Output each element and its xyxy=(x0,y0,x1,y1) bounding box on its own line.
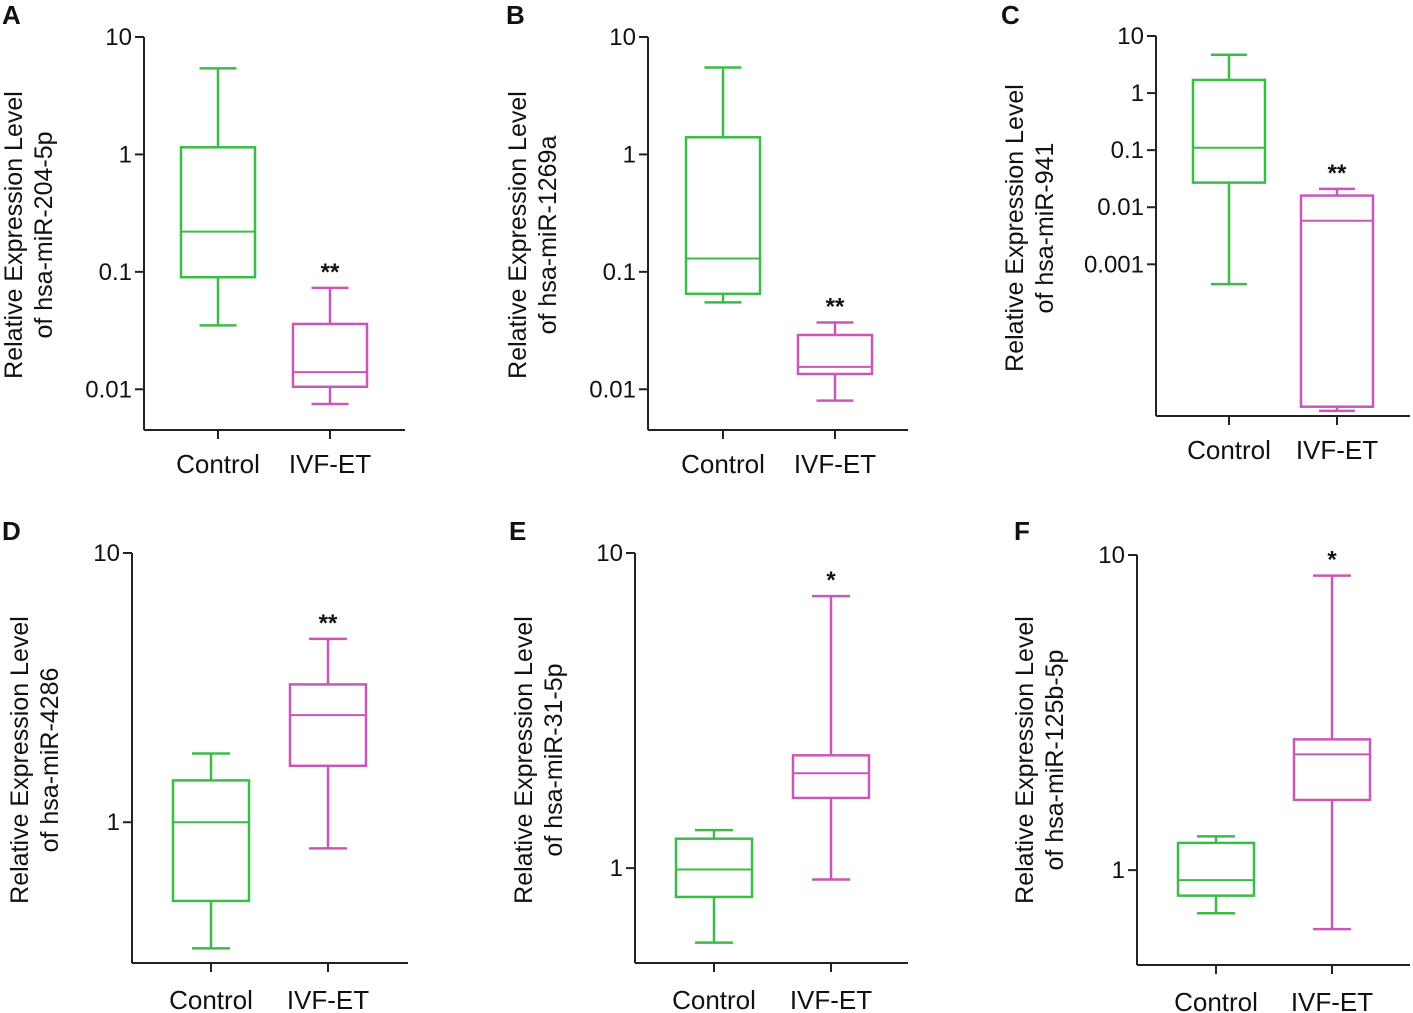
y-tick-label: 10 xyxy=(93,540,120,567)
panel-letter: E xyxy=(509,516,526,546)
y-axis-title-line1: Relative Expression Level xyxy=(1011,616,1039,904)
y-tick-label: 0.001 xyxy=(1084,251,1144,278)
x-category-label: IVF-ET xyxy=(1296,435,1378,465)
x-category-label: Control xyxy=(681,449,765,479)
iqr-box xyxy=(791,754,871,800)
iqr-box xyxy=(291,322,369,389)
box-ivf-et: * xyxy=(791,567,871,881)
panel-f: F Relative Expression Level of hsa-miR-125… xyxy=(1011,516,1410,1013)
y-axis-title: Relative Expression Level of hsa-miR-4286 xyxy=(6,616,64,904)
y-tick-label: 0.01 xyxy=(85,376,132,403)
iqr-box xyxy=(179,146,257,279)
y-tick-label: 1 xyxy=(119,141,132,168)
y-axis-title: Relative Expression Level of hsa-miR-125b… xyxy=(1011,616,1069,904)
iqr-box xyxy=(171,779,251,903)
y-tick-label: 1 xyxy=(107,809,120,836)
panel-letter: A xyxy=(2,0,21,30)
panel-letter: F xyxy=(1014,516,1030,546)
y-axis-title-line1: Relative Expression Level xyxy=(504,91,532,379)
x-category-label: IVF-ET xyxy=(287,985,369,1013)
y-tick-label: 10 xyxy=(609,24,636,51)
panel-b: B Relative Expression Level of hsa-miR-126… xyxy=(504,0,908,479)
y-axis-title: Relative Expression Level of hsa-miR-1269… xyxy=(504,91,562,379)
panel-a: A Relative Expression Level of hsa-miR-204… xyxy=(0,0,405,479)
x-category-label: IVF-ET xyxy=(794,449,876,479)
significance-marker: ** xyxy=(1328,160,1347,187)
iqr-box xyxy=(684,136,762,296)
y-tick-label: 1 xyxy=(610,855,623,882)
panel-letter: B xyxy=(506,0,525,30)
y-tick-label: 0.1 xyxy=(99,259,132,286)
y-tick-label: 10 xyxy=(1117,23,1144,50)
panel-c: C Relative Expression Level of hsa-miR-941… xyxy=(1001,0,1410,465)
y-axis-title-line2: of hsa-miR-31-5p xyxy=(540,663,568,856)
x-category-label: Control xyxy=(169,985,253,1013)
panel-d: D Relative Expression Level of hsa-miR-428… xyxy=(2,516,408,1013)
y-axis-title: Relative Expression Level of hsa-miR-204-… xyxy=(0,91,58,379)
iqr-box xyxy=(288,683,368,768)
box-ivf-et: * xyxy=(1292,547,1372,931)
significance-marker: ** xyxy=(826,294,845,321)
box-control xyxy=(1191,53,1267,286)
iqr-box xyxy=(1191,78,1267,184)
y-axis-title-line1: Relative Expression Level xyxy=(510,616,538,904)
x-category-label: IVF-ET xyxy=(289,449,371,479)
y-tick-label: 0.01 xyxy=(1097,194,1144,221)
iqr-box xyxy=(796,333,874,376)
x-category-label: Control xyxy=(672,985,756,1013)
y-tick-label: 1 xyxy=(623,141,636,168)
y-axis-title-line1: Relative Expression Level xyxy=(1001,84,1029,372)
box-ivf-et: ** xyxy=(288,610,368,850)
y-axis-title-line2: of hsa-miR-204-5p xyxy=(30,131,58,338)
significance-marker: * xyxy=(1327,547,1337,574)
x-category-label: IVF-ET xyxy=(790,985,872,1013)
x-category-label: Control xyxy=(1174,987,1258,1013)
y-axis-title-line2: of hsa-miR-1269a xyxy=(534,136,562,335)
y-tick-label: 0.1 xyxy=(1111,137,1144,164)
y-tick-label: 10 xyxy=(105,24,132,51)
box-ivf-et: ** xyxy=(291,259,369,406)
box-control xyxy=(684,66,762,304)
x-category-label: Control xyxy=(176,449,260,479)
iqr-box xyxy=(1176,841,1256,897)
x-category-label: Control xyxy=(1187,435,1271,465)
y-tick-label: 0.1 xyxy=(603,259,636,286)
y-axis-title-line2: of hsa-miR-125b-5p xyxy=(1041,650,1069,871)
iqr-box xyxy=(674,837,754,899)
panel-letter: C xyxy=(1001,0,1020,30)
y-axis-title: Relative Expression Level of hsa-miR-941 xyxy=(1001,84,1059,372)
box-control xyxy=(179,67,257,327)
y-tick-label: 1 xyxy=(1131,80,1144,107)
box-ivf-et: ** xyxy=(796,294,874,402)
box-control xyxy=(171,752,251,950)
box-control xyxy=(1176,835,1256,915)
x-category-label: IVF-ET xyxy=(1291,987,1373,1013)
box-ivf-et: ** xyxy=(1299,160,1375,413)
box-control xyxy=(674,828,754,944)
y-axis-title-line2: of hsa-miR-4286 xyxy=(36,668,64,853)
panel-letter: D xyxy=(2,516,21,546)
y-axis-title-line2: of hsa-miR-941 xyxy=(1031,143,1059,314)
iqr-box xyxy=(1292,738,1372,802)
significance-marker: * xyxy=(826,567,836,594)
iqr-box xyxy=(1299,194,1375,408)
panel-e: E Relative Expression Level of hsa-miR-31-… xyxy=(509,516,908,1013)
y-tick-label: 10 xyxy=(1098,542,1125,569)
y-axis-title-line1: Relative Expression Level xyxy=(0,91,28,379)
y-axis-title-line1: Relative Expression Level xyxy=(6,616,34,904)
significance-marker: ** xyxy=(319,610,338,637)
significance-marker: ** xyxy=(321,259,340,286)
y-tick-label: 10 xyxy=(596,540,623,567)
y-axis-title: Relative Expression Level of hsa-miR-31-5… xyxy=(510,616,568,904)
y-tick-label: 1 xyxy=(1112,857,1125,884)
y-tick-label: 0.01 xyxy=(589,376,636,403)
